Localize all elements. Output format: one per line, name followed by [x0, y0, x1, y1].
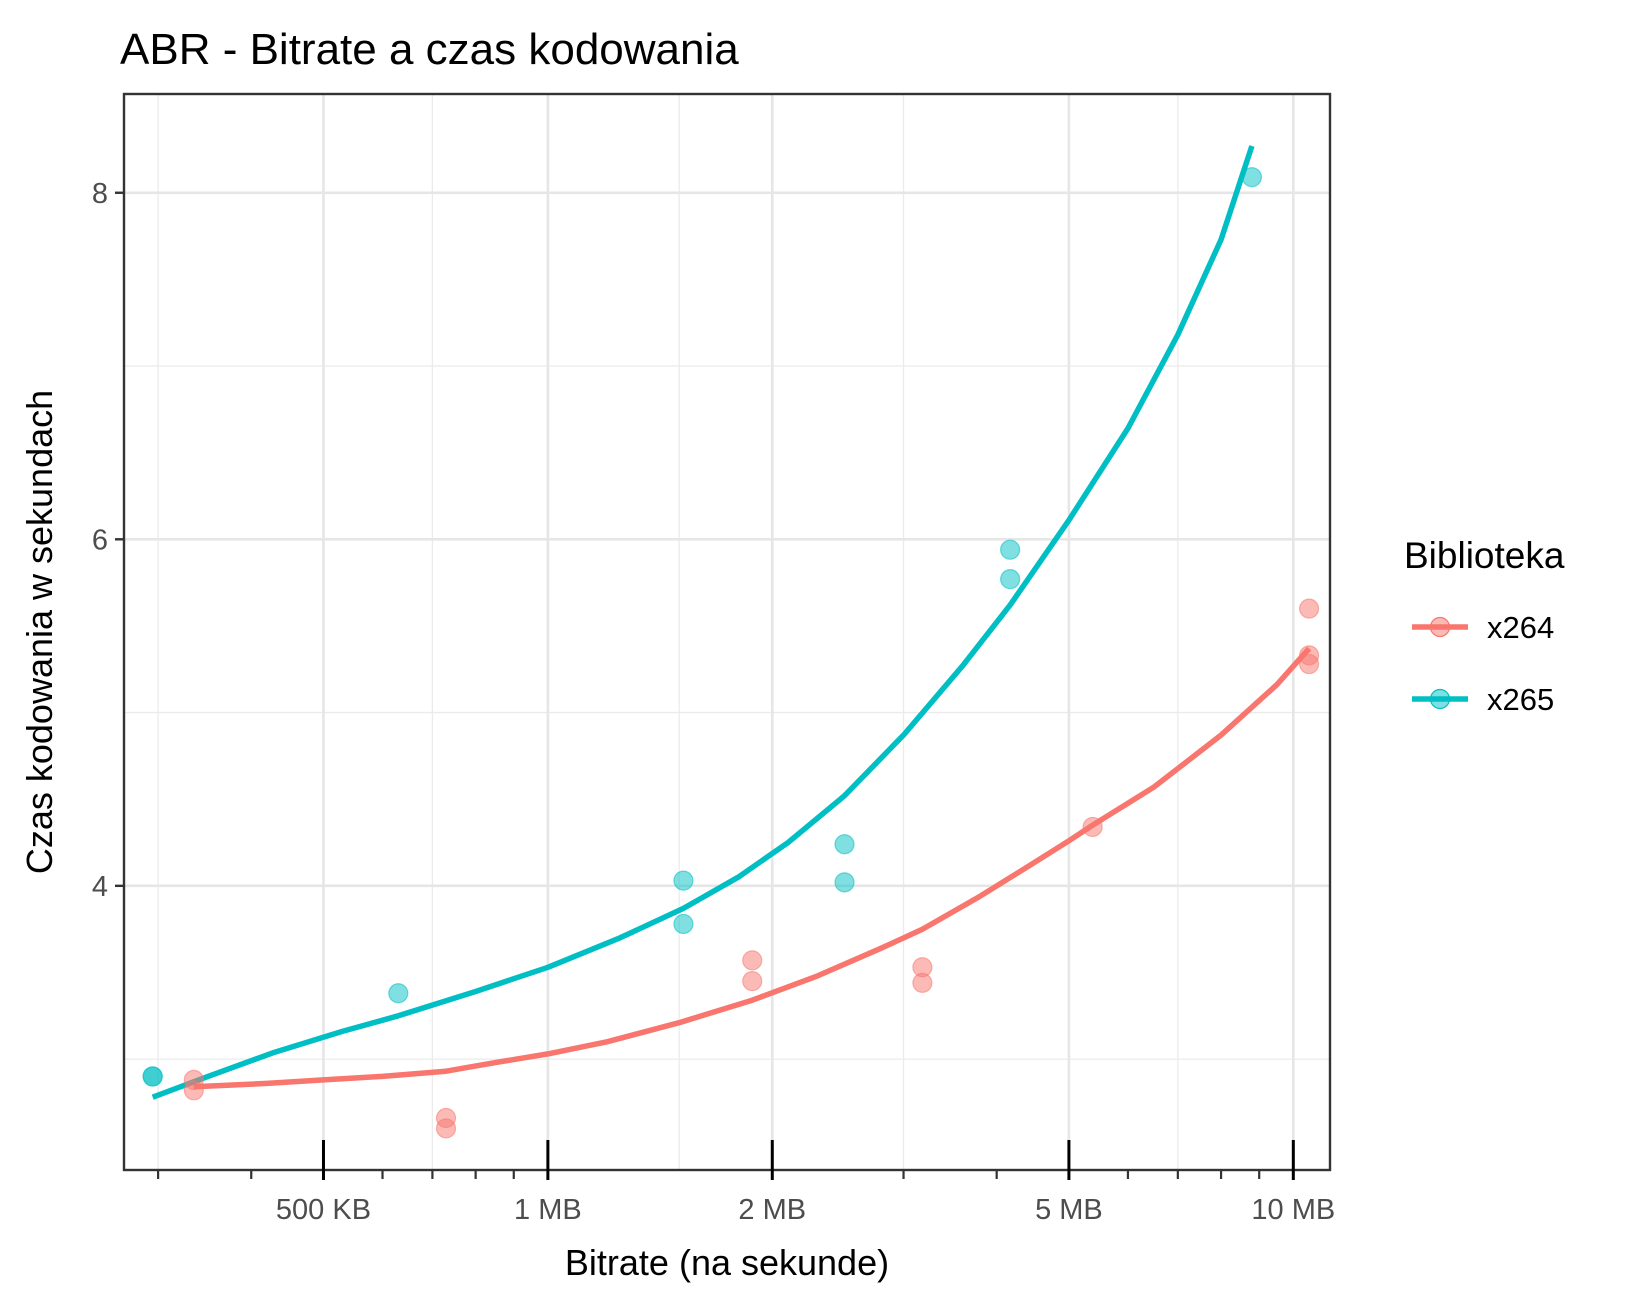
data-point-x264 — [1299, 598, 1320, 619]
fit-line-x265 — [151, 145, 1255, 1100]
plot-area — [122, 92, 1332, 1172]
y-tick-label: 8 — [92, 178, 108, 210]
plot-border — [122, 92, 1332, 1172]
x-axis-title: Bitrate (na sekunde) — [565, 1242, 889, 1283]
data-point-x264 — [742, 950, 763, 971]
x-tick-label: 5 MB — [1035, 1194, 1103, 1226]
data-point-x264 — [183, 1080, 204, 1101]
plot-background — [124, 94, 1330, 1170]
y-axis-title: Czas kodowania w sekundach — [19, 390, 60, 874]
y-tick-label: 6 — [92, 524, 108, 556]
fit-line-x264 — [193, 646, 1312, 1090]
legend-label-x265: x265 — [1487, 682, 1554, 717]
data-point-x265 — [388, 983, 409, 1004]
fit-lines — [151, 145, 1312, 1100]
data-point-x265 — [673, 913, 694, 935]
x-axis: 500 KB 1 MB 2 MB 5 MB 10 MB — [157, 1140, 1335, 1226]
legend-label-x264: x264 — [1487, 610, 1554, 645]
data-point-x264 — [912, 972, 933, 993]
x-tick-label: 2 MB — [738, 1194, 806, 1226]
data-point-x265 — [834, 872, 855, 893]
data-point-x265 — [673, 870, 694, 891]
data-point-x264 — [435, 1118, 457, 1139]
x-tick-label: 10 MB — [1251, 1194, 1335, 1226]
data-points — [142, 167, 1320, 1139]
data-point-x265 — [1000, 539, 1021, 560]
x-tick-label: 500 KB — [276, 1194, 371, 1226]
data-point-x264 — [1082, 816, 1103, 838]
legend-key-point-x265 — [1429, 688, 1451, 710]
data-point-x265 — [1241, 167, 1263, 188]
legend-key-point-x264 — [1429, 616, 1451, 638]
y-axis: 4 6 8 — [92, 178, 124, 903]
data-point-x264 — [1299, 653, 1320, 675]
grid — [124, 94, 1330, 1170]
data-point-x265 — [142, 1066, 163, 1087]
data-point-x265 — [1000, 569, 1021, 590]
legend-title: Biblioteka — [1404, 535, 1565, 576]
x-tick-label: 1 MB — [514, 1194, 582, 1226]
data-point-x264 — [742, 971, 763, 992]
data-point-x265 — [834, 834, 855, 855]
chart-title: ABR - Bitrate a czas kodowania — [120, 25, 739, 74]
y-tick-label: 4 — [92, 871, 108, 903]
legend: Biblioteka x264 x265 — [1404, 535, 1565, 717]
